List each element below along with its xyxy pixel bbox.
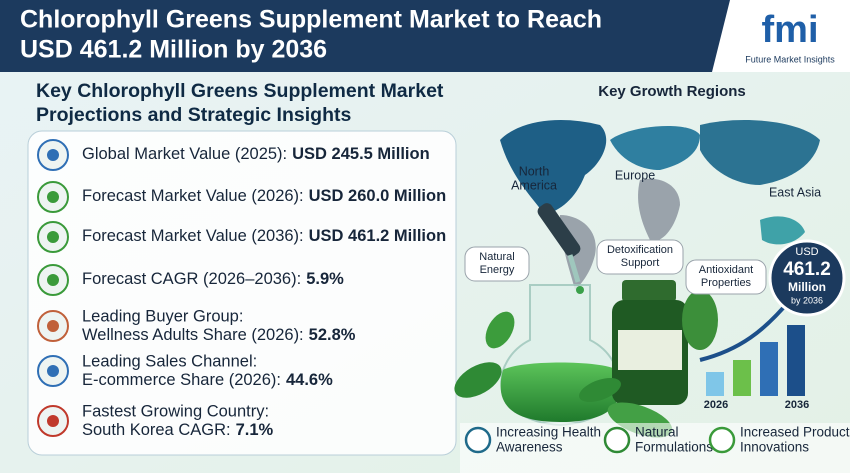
item-value: 5.9% xyxy=(306,270,344,288)
driver-text: Natural xyxy=(635,425,679,440)
driver-text: Increasing Health xyxy=(496,425,601,440)
item-value: USD 245.5 Million xyxy=(292,145,430,163)
callout-box xyxy=(685,259,767,295)
item-line: Forecast Market Value (2026): USD 260.0 M… xyxy=(82,187,446,205)
region-label: East Asia xyxy=(769,185,821,199)
badge-text: 461.2 xyxy=(783,259,831,280)
callout-text: Properties xyxy=(701,277,752,289)
callout-text: Natural xyxy=(479,251,514,263)
item-icon-dot xyxy=(47,365,59,377)
header-title: Chlorophyll Greens Supplement Market to … xyxy=(20,6,602,34)
item-icon-dot xyxy=(47,231,59,243)
badge-text: Million xyxy=(788,280,826,294)
callout-text: Antioxidant xyxy=(699,264,753,276)
item-heading: Leading Buyer Group: xyxy=(82,307,243,325)
driver-icon xyxy=(464,426,492,454)
item-line: E-commerce Share (2026): 44.6% xyxy=(82,371,333,389)
item-line: Wellness Adults Share (2026): 52.8% xyxy=(82,326,356,344)
item-icon-dot xyxy=(47,149,59,161)
item-value: 7.1% xyxy=(236,421,274,439)
item-line: Forecast CAGR (2026–2036): 5.9% xyxy=(82,270,344,288)
drivers-band xyxy=(460,423,850,473)
insights-title: Projections and Strategic Insights xyxy=(36,104,351,126)
item-value: USD 260.0 Million xyxy=(309,187,447,205)
item-icon-dot xyxy=(47,320,59,332)
item-label: Forecast Market Value (2026): xyxy=(82,187,304,205)
leaves xyxy=(454,290,718,438)
bottle xyxy=(612,280,688,405)
item-label: Wellness Adults Share (2026): xyxy=(82,326,304,344)
driver-text: Awareness xyxy=(496,440,563,455)
item-value: 44.6% xyxy=(286,371,333,389)
item-label: South Korea CAGR: xyxy=(82,421,231,439)
item-label: Forecast Market Value (2036): xyxy=(82,227,304,245)
driver-icon xyxy=(603,426,631,454)
insights-panel xyxy=(27,130,457,456)
callout-text: Energy xyxy=(480,264,515,276)
regions-title: Key Growth Regions xyxy=(598,83,746,100)
item-label: E-commerce Share (2026): xyxy=(82,371,281,389)
item-value: 52.8% xyxy=(309,326,356,344)
logo-name: Future Market Insights xyxy=(745,54,835,64)
driver-text: Innovations xyxy=(740,440,809,455)
item-icon-dot xyxy=(47,191,59,203)
item-line: South Korea CAGR: 7.1% xyxy=(82,421,274,439)
item-line: Forecast Market Value (2036): USD 461.2 M… xyxy=(82,227,446,245)
logo-panel xyxy=(712,0,850,72)
region-label: North xyxy=(519,164,550,178)
callout-text: Detoxification xyxy=(607,244,673,256)
item-line: Global Market Value (2025): USD 245.5 Mil… xyxy=(82,145,430,163)
driver-text: Formulations xyxy=(635,440,713,455)
item-label: Global Market Value (2025): xyxy=(82,145,287,163)
growth-year: 2036 xyxy=(785,399,809,411)
driver-text: Increased Product xyxy=(740,425,850,440)
item-heading: Leading Sales Channel: xyxy=(82,352,257,370)
item-heading: Fastest Growing Country: xyxy=(82,402,269,420)
callout-text: Support xyxy=(621,257,660,269)
logo-mark: fmi xyxy=(762,9,819,51)
badge-text: USD xyxy=(795,246,818,258)
region-label: Europe xyxy=(615,168,655,182)
header-band xyxy=(0,0,850,72)
item-icon-dot xyxy=(47,415,59,427)
driver-icon xyxy=(708,426,736,454)
header-title: USD 461.2 Million by 2036 xyxy=(20,36,327,64)
badge-text: by 2036 xyxy=(791,295,823,305)
item-value: USD 461.2 Million xyxy=(309,227,447,245)
badge-circle xyxy=(768,239,846,317)
region-label: America xyxy=(511,178,557,192)
callout-box xyxy=(464,246,530,282)
item-icon-dot xyxy=(47,274,59,286)
insights-title: Key Chlorophyll Greens Supplement Market xyxy=(36,80,444,102)
item-label: Forecast CAGR (2026–2036): xyxy=(82,270,301,288)
growth-year: 2026 xyxy=(704,399,728,411)
callout-box xyxy=(596,239,684,275)
